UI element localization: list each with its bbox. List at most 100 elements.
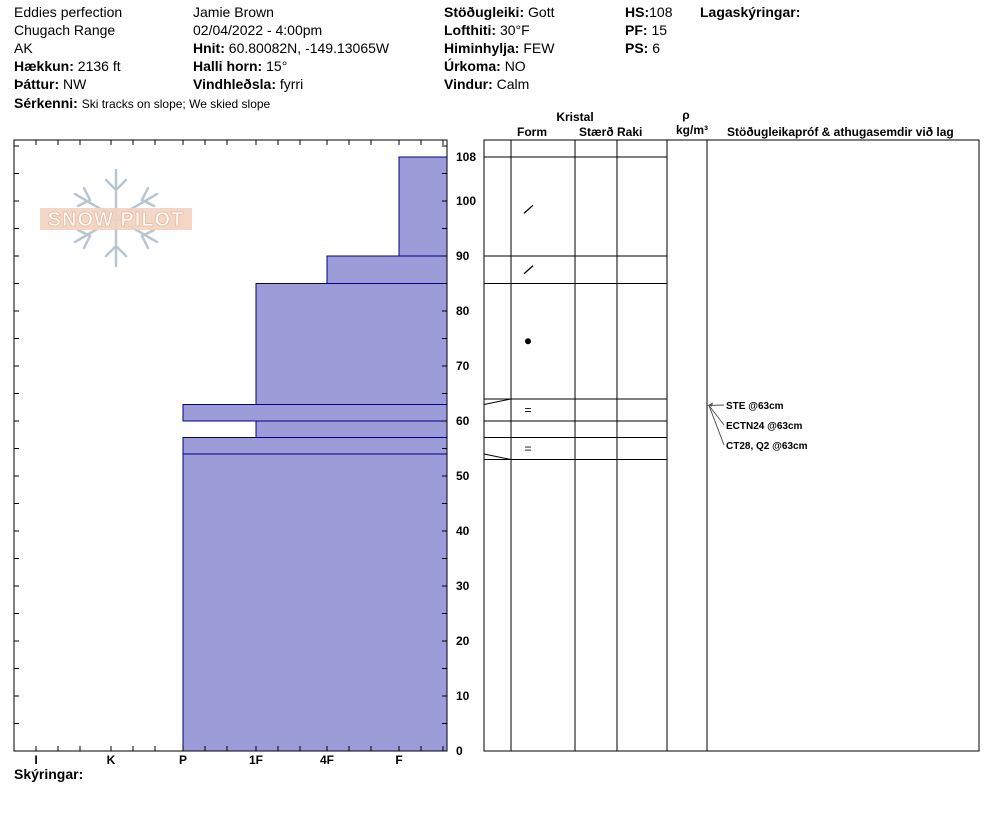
pf-value: 15 <box>651 22 668 38</box>
slope-label: Halli horn: <box>193 58 263 74</box>
header-form: Form <box>517 125 547 139</box>
y-label-0: 0 <box>456 744 463 758</box>
features-value: Ski tracks on slope; We skied slope <box>81 97 271 111</box>
pf-label: PF: <box>625 22 648 38</box>
grain-symbol-0 <box>523 204 534 214</box>
wind-loading-label: Vindhleðsla: <box>193 76 276 92</box>
x-label-F: F <box>395 753 402 767</box>
header-comments: Stöðugleikapróf & athugasemdir við lag <box>727 125 954 139</box>
observer-name: Jamie Brown <box>193 4 274 20</box>
sky-value: FEW <box>523 40 555 56</box>
y-label-10: 10 <box>456 689 470 703</box>
hs-field: HS:108 <box>625 4 672 20</box>
slope-field: Halli horn: 15° <box>193 58 287 74</box>
hardness-bar-2 <box>255 420 448 438</box>
x-label-I: I <box>34 753 37 767</box>
stability-value: Gott <box>528 4 555 20</box>
coords-label: Hnit: <box>193 40 225 56</box>
x-label-K: K <box>107 753 116 767</box>
y-label-80: 80 <box>456 304 470 318</box>
hardness-bar-0 <box>182 453 448 752</box>
x-label-1F: 1F <box>249 753 263 767</box>
y-label-30: 30 <box>456 579 470 593</box>
hardness-bar-1 <box>182 437 448 455</box>
x-label-4F: 4F <box>320 753 334 767</box>
y-label-20: 20 <box>456 634 470 648</box>
test-leader-2 <box>708 405 725 446</box>
y-label-108: 108 <box>456 150 476 164</box>
test-label-0: STE @63cm <box>726 401 784 412</box>
header-size: Stærð <box>579 125 614 139</box>
y-label-70: 70 <box>456 359 470 373</box>
coords-field: Hnit: 60.80082N, -149.13065W <box>193 40 389 56</box>
hs-label: HS: <box>625 4 650 20</box>
snow-pilot-logo: SNOW PILOT <box>40 168 192 268</box>
grain-symbol-1 <box>523 265 534 275</box>
hardness-bar-6 <box>398 156 448 257</box>
stability-label: Stöðugleiki: <box>444 4 525 20</box>
aspect-value: NW <box>63 76 87 92</box>
location-name: Eddies perfection <box>14 4 123 20</box>
elevation-value: 2136 ft <box>77 58 121 74</box>
x-label-P: P <box>179 753 187 767</box>
sky-label: Himinhylja: <box>444 40 520 56</box>
ps-label: PS: <box>625 40 649 56</box>
elevation-label: Hækkun: <box>14 58 74 74</box>
header-crystal: Kristal <box>556 110 593 124</box>
elevation-field: Hækkun: 2136 ft <box>14 58 121 74</box>
test-arrowhead <box>707 402 713 407</box>
hs-value: 108 <box>649 4 673 20</box>
coords-value: 60.80082N, -149.13065W <box>228 40 390 56</box>
aspect-field: Þáttur: NW <box>14 76 86 92</box>
grain-symbol-3: = <box>524 403 531 417</box>
wind-field: Vindur: Calm <box>444 76 529 92</box>
features-label: Sérkenni: <box>14 95 78 111</box>
precip-label: Úrkoma: <box>444 58 501 74</box>
table-frame <box>483 139 980 752</box>
ps-field: PS: 6 <box>625 40 660 56</box>
y-label-40: 40 <box>456 524 470 538</box>
connector-0 <box>483 398 512 405</box>
stability-field: Stöðugleiki: Gott <box>444 4 554 20</box>
test-label-2: CT28, Q2 @63cm <box>726 441 808 452</box>
layers-label: Lagaskýringar: <box>700 4 801 20</box>
pf-field: PF: 15 <box>625 22 667 38</box>
wind-label: Vindur: <box>444 76 493 92</box>
legend-label: Skýringar: <box>14 766 84 782</box>
precip-field: Úrkoma: NO <box>444 58 526 74</box>
grain-symbol-2 <box>525 338 531 345</box>
wind-loading-value: fyrri <box>279 76 304 92</box>
sky-field: Himinhylja: FEW <box>444 40 554 56</box>
range-name: Chugach Range <box>14 22 116 38</box>
hardness-frame <box>13 139 448 752</box>
connector-3 <box>483 453 512 460</box>
header-moisture: Raki <box>617 125 642 139</box>
y-label-100: 100 <box>456 194 476 208</box>
hardness-bar-5 <box>326 255 448 284</box>
header-density_unit: kg/m³ <box>676 123 708 137</box>
slope-value: 15° <box>266 58 288 74</box>
test-label-1: ECTN24 @63cm <box>726 421 803 432</box>
air-temp-field: Lofthiti: 30°F <box>444 22 530 38</box>
ps-value: 6 <box>652 40 661 56</box>
state-name: AK <box>14 40 33 56</box>
layer-table: Kristal Form Stærð Raki ρkg/m³ Stöðugleikapró… <box>483 108 980 752</box>
y-label-50: 50 <box>456 469 470 483</box>
test-leader-1 <box>708 405 725 426</box>
logo-text: SNOW PILOT <box>48 209 185 231</box>
hardness-plot: I K P 1F 4F F 0 10 20 30 40 50 60 70 80 90 100 108 <box>13 139 476 767</box>
grain-symbol-4: = <box>524 442 531 456</box>
precip-value: NO <box>504 58 526 74</box>
aspect-label: Þáttur: <box>14 76 60 92</box>
y-label-90: 90 <box>456 249 470 263</box>
wind-value: Calm <box>496 76 530 92</box>
observation-datetime: 02/04/2022 - 4:00pm <box>193 22 323 38</box>
air-temp-value: 30°F <box>499 22 530 38</box>
air-temp-label: Lofthiti: <box>444 22 497 38</box>
y-label-60: 60 <box>456 414 470 428</box>
features-field: Sérkenni: Ski tracks on slope; We skied … <box>14 95 270 112</box>
hardness-bar-3 <box>182 404 448 422</box>
wind-loading-field: Vindhleðsla: fyrri <box>193 76 303 92</box>
header-rho: ρ <box>682 108 689 122</box>
